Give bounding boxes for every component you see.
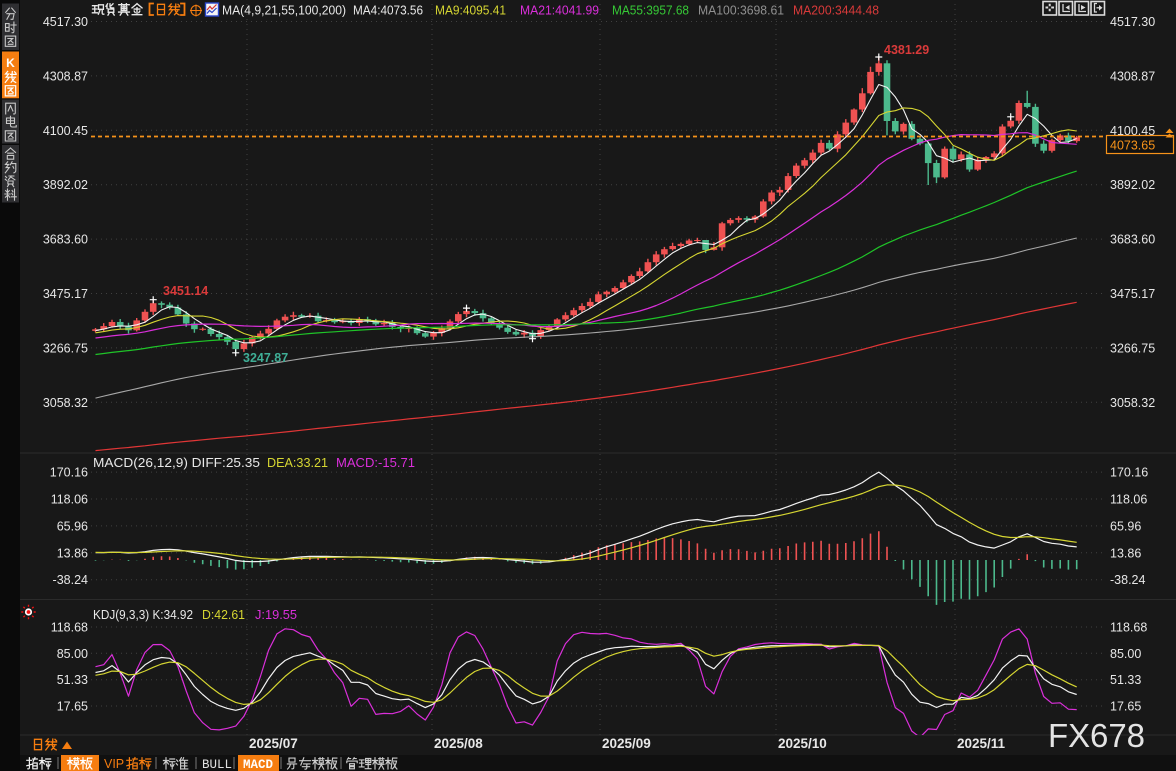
svg-text:3892.02: 3892.02 — [1110, 178, 1155, 192]
svg-text:170.16: 170.16 — [1110, 466, 1148, 480]
svg-text:2025/08: 2025/08 — [434, 736, 483, 751]
svg-text:85.00: 85.00 — [1110, 647, 1141, 661]
svg-text:3451.14: 3451.14 — [163, 284, 208, 298]
svg-text:118.68: 118.68 — [51, 621, 88, 635]
svg-text:4517.30: 4517.30 — [43, 15, 88, 29]
svg-text:17.65: 17.65 — [57, 700, 88, 714]
svg-text:2025/10: 2025/10 — [778, 736, 827, 751]
svg-text:3058.32: 3058.32 — [1110, 396, 1155, 410]
svg-text:3475.17: 3475.17 — [1110, 287, 1155, 301]
svg-text:4308.87: 4308.87 — [1110, 69, 1155, 83]
svg-text:3683.60: 3683.60 — [43, 233, 88, 247]
svg-text:4100.45: 4100.45 — [43, 124, 88, 138]
svg-text:K: K — [6, 56, 15, 70]
svg-text:MA9:4095.41: MA9:4095.41 — [435, 3, 506, 18]
svg-text:MACD: MACD — [243, 758, 274, 771]
svg-text:D:42.61: D:42.61 — [202, 607, 245, 622]
svg-text:65.96: 65.96 — [1110, 519, 1141, 533]
svg-text:4073.65: 4073.65 — [1110, 139, 1155, 153]
svg-text:170.16: 170.16 — [50, 466, 88, 480]
svg-text:2025/07: 2025/07 — [249, 736, 298, 751]
svg-text:-38.24: -38.24 — [53, 573, 88, 587]
svg-text:4308.87: 4308.87 — [43, 69, 88, 83]
svg-text:3247.87: 3247.87 — [243, 351, 288, 365]
svg-text:-38.24: -38.24 — [1110, 573, 1145, 587]
svg-text:51.33: 51.33 — [1110, 673, 1141, 687]
svg-text:65.96: 65.96 — [57, 519, 88, 533]
svg-text:MACD(26,12,9) DIFF:25.35: MACD(26,12,9) DIFF:25.35 — [93, 455, 260, 470]
svg-text:DEA:33.21: DEA:33.21 — [267, 455, 328, 470]
svg-text:MA21:4041.99: MA21:4041.99 — [520, 3, 599, 18]
svg-text:3266.75: 3266.75 — [43, 341, 88, 355]
svg-text:KDJ(9,3,3) K:34.92: KDJ(9,3,3) K:34.92 — [93, 607, 193, 622]
svg-text:2025/09: 2025/09 — [602, 736, 651, 751]
svg-text:MA55:3957.68: MA55:3957.68 — [612, 3, 689, 18]
svg-text:13.86: 13.86 — [57, 546, 88, 560]
svg-text:17.65: 17.65 — [1110, 700, 1141, 714]
svg-text:4517.30: 4517.30 — [1110, 15, 1155, 29]
svg-text:3266.75: 3266.75 — [1110, 341, 1155, 355]
svg-text:3892.02: 3892.02 — [43, 178, 88, 192]
svg-text:51.33: 51.33 — [57, 673, 88, 687]
svg-text:13.86: 13.86 — [1110, 546, 1141, 560]
svg-text:4381.29: 4381.29 — [884, 43, 929, 57]
svg-text:3683.60: 3683.60 — [1110, 233, 1155, 247]
svg-text:MA100:3698.61: MA100:3698.61 — [698, 3, 784, 18]
svg-text:MA4:4073.56: MA4:4073.56 — [353, 3, 423, 18]
svg-text:85.00: 85.00 — [57, 647, 88, 661]
svg-text:J:19.55: J:19.55 — [255, 607, 297, 622]
svg-text:118.68: 118.68 — [1110, 621, 1147, 635]
svg-text:3475.17: 3475.17 — [43, 287, 88, 301]
svg-text:4100.45: 4100.45 — [1110, 124, 1155, 138]
svg-text:MA200:3444.48: MA200:3444.48 — [793, 3, 879, 18]
svg-text:118.06: 118.06 — [1110, 493, 1147, 507]
svg-text:FX678: FX678 — [1048, 717, 1145, 754]
svg-text:MA(4,9,21,55,100,200): MA(4,9,21,55,100,200) — [222, 3, 346, 18]
svg-text:2025/11: 2025/11 — [957, 736, 1006, 751]
svg-text:118.06: 118.06 — [51, 493, 88, 507]
svg-text:BULL: BULL — [202, 758, 232, 771]
svg-text:VIP: VIP — [104, 757, 124, 771]
svg-text:3058.32: 3058.32 — [43, 396, 88, 410]
svg-text:MACD:-15.71: MACD:-15.71 — [336, 455, 415, 470]
